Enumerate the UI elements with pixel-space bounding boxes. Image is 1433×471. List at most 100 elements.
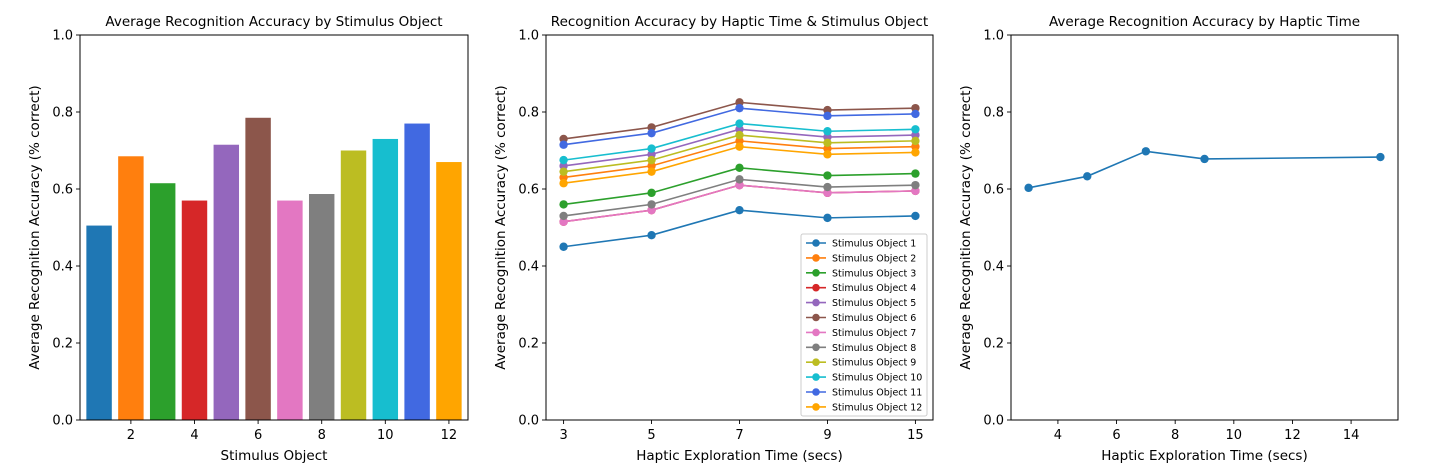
bar-5 <box>213 144 240 420</box>
data-point <box>647 155 656 165</box>
legend-entry: Stimulus Object 12 <box>806 402 922 413</box>
x-tick-label: 5 <box>647 428 655 443</box>
legend-entry: Stimulus Object 4 <box>806 283 916 294</box>
data-point <box>1376 152 1385 162</box>
legend-box <box>800 233 928 417</box>
axes-frame <box>79 34 469 421</box>
legend-entry: Stimulus Object 5 <box>806 298 916 309</box>
y-tick-label: 0.4 <box>518 260 539 275</box>
legend-marker <box>812 313 820 322</box>
data-point <box>647 150 656 159</box>
legend-marker <box>812 358 820 367</box>
legend-entry: Stimulus Object 3 <box>806 268 916 279</box>
data-point <box>823 132 832 142</box>
y-tick-label: 0.2 <box>518 337 539 352</box>
chart-panel-1: Average Recognition Accuracy by Stimulus… <box>27 14 469 464</box>
legend-marker <box>812 328 820 337</box>
legend-entry: Stimulus Object 6 <box>806 313 916 324</box>
bar-6 <box>245 117 271 421</box>
y-tick-label: 0.4 <box>983 260 1004 275</box>
data-point <box>1083 172 1092 181</box>
x-axis-label: Haptic Exploration Time (secs) <box>1101 448 1307 464</box>
x-tick-label: 2 <box>127 428 135 443</box>
x-tick-label: 15 <box>907 428 924 443</box>
series-object-5 <box>559 125 920 171</box>
data-point <box>559 242 568 251</box>
y-axis-label: Average Recognition Accuracy (% correct) <box>493 85 509 369</box>
data-point <box>911 142 920 151</box>
data-point <box>823 188 832 198</box>
chart-title: Recognition Accuracy by Haptic Time & St… <box>551 14 928 30</box>
bar-3 <box>149 183 176 420</box>
data-point <box>911 103 920 113</box>
data-point <box>559 167 568 176</box>
chart-panel-3: Average Recognition Accuracy by Haptic T… <box>958 14 1399 464</box>
series-object-12 <box>559 142 920 188</box>
legend-label: Stimulus Object 1 <box>832 239 916 250</box>
y-tick-label: 0.6 <box>983 183 1004 198</box>
data-point <box>559 217 568 226</box>
data-point <box>911 180 920 190</box>
bar-2 <box>118 156 144 420</box>
data-point <box>735 175 744 184</box>
y-tick-label: 0.0 <box>518 414 539 429</box>
legend-marker <box>812 269 820 277</box>
y-axis-label: Average Recognition Accuracy (% correct) <box>958 85 974 369</box>
legend-label: Stimulus Object 6 <box>832 313 916 324</box>
data-point <box>647 161 656 171</box>
legend-marker <box>812 254 820 262</box>
legend-marker <box>812 239 820 247</box>
data-point <box>1024 183 1033 193</box>
data-point <box>911 125 920 134</box>
legend-entry: Stimulus Object 2 <box>806 253 916 264</box>
legend-label: Stimulus Object 11 <box>832 388 922 399</box>
data-point <box>911 211 920 221</box>
legend-marker <box>812 388 820 396</box>
series-object-6 <box>559 98 920 144</box>
legend-marker <box>812 403 820 411</box>
x-tick-label: 12 <box>441 428 458 443</box>
bar-7 <box>277 200 303 420</box>
data-point <box>735 205 744 215</box>
x-tick-label: 3 <box>559 428 567 443</box>
x-tick-label: 10 <box>377 428 394 443</box>
data-point <box>735 130 744 140</box>
data-point <box>1141 147 1151 156</box>
y-tick-label: 0.6 <box>52 183 73 198</box>
data-point <box>823 182 832 192</box>
axes-frame <box>545 34 934 421</box>
data-point <box>735 163 744 173</box>
data-point <box>559 161 568 171</box>
series-object-3 <box>559 163 920 209</box>
data-point <box>559 179 568 188</box>
legend-marker <box>812 373 820 381</box>
data-point <box>559 173 568 182</box>
y-tick-label: 0.0 <box>983 414 1004 429</box>
data-point <box>647 123 656 132</box>
x-tick-label: 4 <box>190 428 198 443</box>
y-tick-label: 0.2 <box>52 337 73 352</box>
legend-entry: Stimulus Object 11 <box>806 388 922 399</box>
y-tick-label: 1.0 <box>52 29 73 44</box>
data-point <box>911 169 920 178</box>
data-point <box>735 136 744 146</box>
x-tick-label: 8 <box>1171 428 1179 443</box>
data-point <box>823 138 832 147</box>
series-object-9 <box>559 130 920 176</box>
legend-marker <box>812 343 820 352</box>
data-point <box>911 186 920 196</box>
data-point <box>911 148 920 157</box>
x-tick-label: 4 <box>1054 428 1062 443</box>
legend-label: Stimulus Object 10 <box>832 373 922 384</box>
data-point <box>823 171 832 180</box>
legend-label: Stimulus Object 12 <box>832 402 922 413</box>
bar-9 <box>340 150 367 420</box>
legend-marker <box>812 283 820 292</box>
data-point <box>559 155 568 165</box>
series-object-2 <box>559 136 920 182</box>
x-axis-label: Stimulus Object <box>221 448 328 464</box>
x-tick-label: 8 <box>318 428 326 443</box>
data-point <box>911 130 920 140</box>
data-point <box>647 188 656 198</box>
